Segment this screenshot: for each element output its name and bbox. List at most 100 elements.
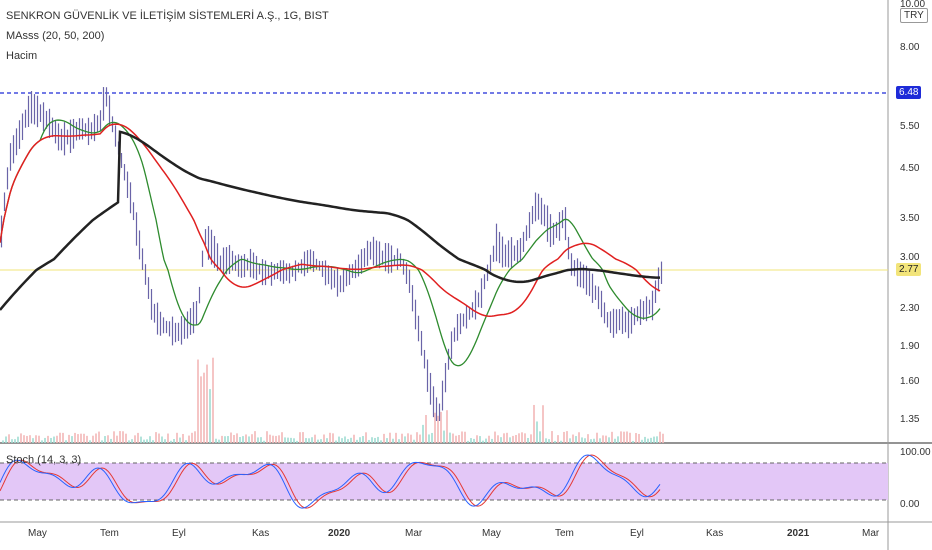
volume-bar	[386, 438, 388, 443]
volume-bar	[656, 436, 658, 443]
volume-bar	[131, 439, 133, 443]
volume-bar	[494, 431, 496, 443]
volume-bar	[515, 434, 517, 443]
volume-bar	[2, 440, 4, 443]
volume-bar	[377, 436, 379, 443]
time-tick: Tem	[555, 528, 574, 539]
volume-bar	[227, 436, 229, 443]
volume-bar	[287, 437, 289, 443]
volume-bar	[659, 431, 661, 443]
price-tick: 1.60	[900, 376, 920, 387]
volume-bar	[50, 437, 52, 443]
volume-bar	[416, 432, 418, 443]
volume-bar	[194, 431, 196, 443]
stoch-k-line	[0, 454, 661, 509]
volume-bar	[89, 440, 91, 443]
volume-bar	[341, 438, 343, 443]
volume-bar	[38, 435, 40, 443]
volume-bar	[332, 433, 334, 443]
volume-bar	[350, 437, 352, 443]
time-tick: Mar	[405, 528, 423, 539]
volume-bar	[92, 435, 94, 443]
volume-bar	[479, 436, 481, 443]
volume-bar	[140, 436, 142, 443]
volume-bar	[53, 436, 55, 443]
volume-bar	[74, 432, 76, 443]
volume-bar	[584, 438, 586, 443]
volume-bar	[209, 389, 211, 443]
volume-bar	[635, 433, 637, 443]
volume-bar	[404, 436, 406, 443]
volume-bar	[650, 437, 652, 443]
volume-bar	[593, 438, 595, 443]
volume-bar	[374, 437, 376, 443]
volume-bar	[284, 437, 286, 443]
volume-bar	[329, 432, 331, 443]
price-tick: 3.50	[900, 213, 920, 224]
price-tick: 1.35	[900, 414, 920, 425]
volume-bar	[389, 432, 391, 443]
volume-bar	[461, 431, 463, 443]
volume-bar	[554, 440, 556, 443]
volume-bar	[641, 439, 643, 443]
volume-bar	[497, 435, 499, 443]
volume-bar	[401, 433, 403, 443]
ma50-line	[0, 123, 661, 317]
volume-bar	[560, 440, 562, 443]
volume-bar	[164, 439, 166, 443]
volume-bar	[206, 364, 208, 443]
price-tick: 5.50	[900, 121, 920, 132]
time-tick: Mar	[862, 528, 880, 539]
volume-bar	[620, 431, 622, 443]
volume-bar	[104, 436, 106, 443]
volume-bar	[62, 432, 64, 443]
currency-badge[interactable]: TRY	[900, 8, 928, 23]
volume-bar	[512, 435, 514, 443]
volume-bar	[425, 415, 427, 443]
volume-bar	[122, 431, 124, 443]
price-tick: 3.00	[900, 252, 920, 263]
volume-bar	[5, 436, 7, 443]
volume-bar	[272, 435, 274, 443]
volume-bar	[611, 431, 613, 443]
volume-bar	[485, 438, 487, 443]
volume-bar	[119, 431, 121, 443]
time-tick: May	[28, 528, 47, 539]
volume-bar	[35, 435, 37, 443]
volume-bar	[269, 434, 271, 443]
volume-bar	[182, 433, 184, 443]
volume-bar	[68, 434, 70, 443]
volume-bar	[137, 432, 139, 443]
volume-bar	[308, 438, 310, 443]
volume-bar	[323, 434, 325, 443]
price-tick: 2.30	[900, 303, 920, 314]
volume-bar	[632, 440, 634, 443]
ma200-line	[0, 130, 661, 311]
volume-bar	[410, 434, 412, 443]
volume-bar	[224, 436, 226, 443]
volume-bar	[212, 357, 214, 443]
volume-bar	[422, 424, 424, 443]
volume-bar	[296, 440, 298, 443]
volume-bar	[443, 430, 445, 443]
volume-bar	[599, 438, 601, 443]
volume-bar	[503, 433, 505, 443]
volume-bar	[530, 434, 532, 443]
stoch-tick: 0.00	[900, 499, 920, 510]
volume-bar	[266, 431, 268, 443]
volume-bar	[617, 436, 619, 443]
volume-bar	[47, 435, 49, 443]
price-tick: 8.00	[900, 42, 920, 53]
volume-bar	[44, 437, 46, 443]
volume-bar	[326, 438, 328, 443]
volume-bar	[236, 433, 238, 443]
volume-bar	[521, 432, 523, 443]
volume-bar	[356, 439, 358, 443]
volume-bar	[215, 438, 217, 443]
volume-bar	[41, 440, 43, 443]
volume-bar	[101, 440, 103, 443]
volume-bar	[257, 437, 259, 443]
volume-bar	[533, 404, 535, 443]
volume-bar	[233, 434, 235, 443]
